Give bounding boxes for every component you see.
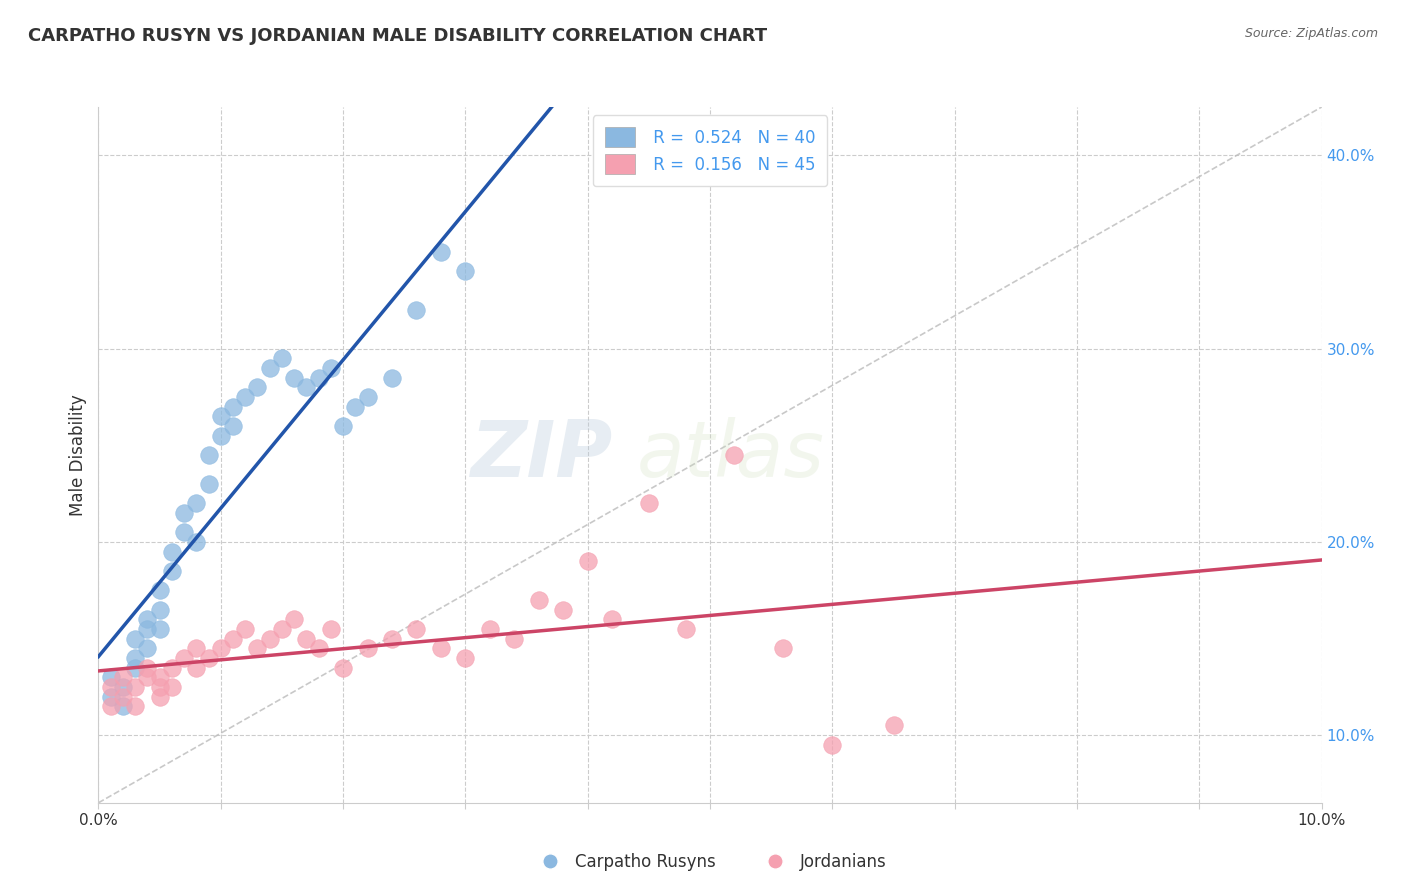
Point (295, 632, 318, 646)
Point (209, 428, 232, 442)
Point (283, 612, 305, 626)
Text: atlas: atlas (637, 417, 824, 493)
Point (246, 380, 269, 394)
Point (149, 680, 172, 694)
Y-axis label: Male Disability: Male Disability (69, 394, 87, 516)
Point (209, 641, 232, 656)
Point (527, 592, 550, 607)
Point (160, 544, 183, 558)
Point (723, 448, 745, 462)
Point (111, 670, 134, 684)
Point (111, 690, 134, 704)
Text: Source: ZipAtlas.com: Source: ZipAtlas.com (1244, 27, 1378, 40)
Point (173, 506, 195, 520)
Point (149, 690, 172, 704)
Point (295, 380, 318, 394)
Point (111, 680, 134, 694)
Point (160, 660, 183, 674)
Point (576, 554, 599, 568)
Point (111, 699, 134, 714)
Point (821, 738, 844, 752)
Point (270, 351, 292, 366)
Point (100, 699, 122, 714)
Point (149, 670, 172, 684)
Point (405, 303, 427, 318)
Point (160, 680, 183, 694)
Point (233, 390, 256, 404)
Point (259, 632, 281, 646)
Point (259, 361, 281, 376)
Point (149, 602, 172, 616)
Point (222, 419, 245, 434)
Point (600, 612, 623, 626)
Point (186, 660, 208, 674)
Point (160, 564, 183, 578)
Point (149, 622, 172, 636)
Point (430, 244, 453, 259)
Point (344, 400, 367, 414)
Point (124, 699, 146, 714)
Point (136, 670, 159, 684)
Point (222, 400, 245, 414)
Text: CARPATHO RUSYN VS JORDANIAN MALE DISABILITY CORRELATION CHART: CARPATHO RUSYN VS JORDANIAN MALE DISABIL… (28, 27, 768, 45)
Point (136, 622, 159, 636)
Point (319, 361, 342, 376)
Point (675, 622, 697, 636)
Point (270, 622, 292, 636)
Point (100, 680, 122, 694)
Point (283, 370, 305, 384)
Point (100, 670, 122, 684)
Point (246, 641, 269, 656)
Point (308, 370, 330, 384)
Point (149, 583, 172, 598)
Point (332, 660, 354, 674)
Point (454, 651, 477, 665)
Text: ZIP: ZIP (470, 417, 612, 493)
Point (319, 622, 342, 636)
Point (197, 651, 219, 665)
Point (883, 718, 905, 732)
Point (136, 612, 159, 626)
Point (124, 651, 146, 665)
Point (209, 409, 232, 424)
Point (308, 641, 330, 656)
Point (136, 660, 159, 674)
Point (503, 632, 526, 646)
Point (136, 641, 159, 656)
Point (100, 690, 122, 704)
Point (430, 641, 453, 656)
Point (454, 264, 477, 278)
Point (124, 660, 146, 674)
Point (381, 632, 404, 646)
Point (233, 622, 256, 636)
Legend: Carpatho Rusyns, Jordanians: Carpatho Rusyns, Jordanians (527, 847, 893, 878)
Point (186, 496, 208, 510)
Point (197, 476, 219, 491)
Point (381, 370, 404, 384)
Point (124, 632, 146, 646)
Point (124, 680, 146, 694)
Point (478, 622, 501, 636)
Point (772, 641, 794, 656)
Point (553, 602, 575, 616)
Point (173, 525, 195, 540)
Point (186, 641, 208, 656)
Point (197, 448, 219, 462)
Point (186, 535, 208, 549)
Point (222, 632, 245, 646)
Point (356, 390, 378, 404)
Point (173, 651, 195, 665)
Point (356, 641, 378, 656)
Point (332, 419, 354, 434)
Point (637, 496, 661, 510)
Point (405, 622, 427, 636)
